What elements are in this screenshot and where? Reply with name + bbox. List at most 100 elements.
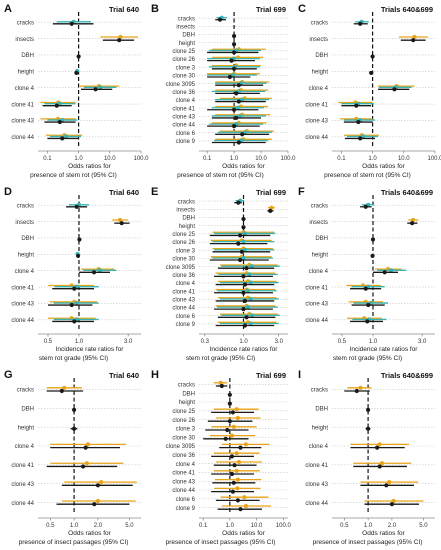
point-estimate bbox=[365, 407, 371, 412]
row-label: insects bbox=[309, 220, 328, 226]
x-axis-label-line1: Odds ratios for bbox=[362, 163, 405, 170]
row-label: cracks bbox=[311, 20, 328, 26]
point-estimate bbox=[240, 132, 245, 137]
x-tick-label: 5.0 bbox=[125, 523, 134, 529]
point-estimate bbox=[365, 319, 370, 324]
point-estimate bbox=[366, 302, 371, 308]
row-label: clone 41 bbox=[172, 471, 195, 477]
x-axis-label-line1: Odds ratios for bbox=[362, 530, 405, 537]
point-estimate bbox=[249, 313, 255, 318]
row-label: clone 26 bbox=[172, 240, 195, 246]
row-label: clone 3095 bbox=[166, 265, 196, 271]
point-estimate bbox=[242, 247, 248, 252]
point-estimate bbox=[236, 459, 242, 465]
point-estimate bbox=[241, 216, 246, 222]
point-estimate bbox=[240, 97, 245, 102]
row-label: clone 25 bbox=[172, 232, 195, 238]
point-estimate bbox=[391, 498, 396, 504]
point-estimate bbox=[237, 113, 242, 119]
point-estimate bbox=[117, 38, 122, 43]
point-estimate bbox=[118, 34, 123, 40]
point-estimate bbox=[387, 480, 392, 485]
point-estimate bbox=[243, 503, 249, 509]
point-estimate bbox=[361, 134, 366, 139]
point-estimate bbox=[231, 124, 237, 129]
point-estimate bbox=[75, 253, 81, 259]
row-label: insects bbox=[309, 37, 328, 43]
point-estimate bbox=[389, 268, 394, 273]
point-estimate bbox=[363, 204, 368, 209]
row-label: clone 44 bbox=[172, 306, 195, 312]
point-estimate bbox=[242, 495, 247, 500]
x-tick-label: 1.0 bbox=[70, 523, 79, 529]
x-tick-label: 3.0 bbox=[275, 339, 284, 345]
x-tick-label: 0.1 bbox=[199, 523, 208, 529]
point-estimate bbox=[241, 274, 246, 279]
point-estimate bbox=[99, 480, 104, 485]
point-estimate bbox=[223, 436, 228, 441]
point-estimate bbox=[76, 54, 81, 59]
panel-title: Trial 640 bbox=[109, 188, 139, 197]
row-label: clone 4 bbox=[15, 444, 35, 450]
point-estimate bbox=[71, 426, 77, 431]
point-estimate bbox=[384, 483, 389, 488]
x-axis-label-line2: presence of insect passages (95% CI) bbox=[166, 539, 276, 546]
x-axis-label-line1: Incidence rate ratios for bbox=[350, 346, 419, 353]
panel-letter: D bbox=[4, 186, 12, 198]
point-estimate bbox=[377, 464, 382, 469]
row-label: clone 44 bbox=[11, 501, 34, 507]
row-label: clone 43 bbox=[172, 115, 195, 121]
row-label: cracks bbox=[311, 388, 328, 394]
row-label: DBH bbox=[182, 391, 195, 397]
row-label: cracks bbox=[17, 388, 34, 394]
panel-title: Trial 699 bbox=[256, 188, 286, 197]
row-label: height bbox=[18, 253, 35, 259]
point-estimate bbox=[268, 208, 273, 213]
point-estimate bbox=[241, 239, 246, 244]
point-estimate bbox=[74, 204, 79, 209]
x-axis-label-line2: stem rot grade (95% CI) bbox=[186, 355, 255, 362]
point-estimate bbox=[95, 483, 101, 488]
row-label: clone 43 bbox=[305, 302, 328, 308]
point-estimate bbox=[247, 272, 252, 277]
panel-h: H Trial 699 cracks DBH height clone 25 clone 2… bbox=[151, 369, 291, 546]
row-label: clone 30 bbox=[172, 257, 195, 263]
point-estimate bbox=[249, 264, 255, 269]
point-estimate bbox=[370, 253, 375, 259]
x-axis-label-line2: presence of stem rot (95% CI) bbox=[177, 172, 264, 179]
point-estimate bbox=[234, 451, 239, 456]
row-label: DBH bbox=[315, 53, 328, 59]
row-label: DBH bbox=[21, 406, 34, 412]
panel-g: G Trial 640 cracks DBH height clone 4 clone 41… bbox=[4, 369, 141, 546]
point-estimate bbox=[230, 72, 235, 78]
x-tick-label: 100.0 bbox=[276, 523, 292, 529]
row-label: clone 41 bbox=[11, 463, 34, 469]
x-tick-label: 100.0 bbox=[133, 156, 149, 162]
panel-letter: C bbox=[298, 3, 306, 15]
point-estimate bbox=[375, 445, 380, 450]
point-estimate bbox=[245, 305, 251, 310]
row-label: clone 6 bbox=[176, 497, 196, 503]
point-estimate bbox=[412, 34, 417, 40]
x-axis-label-line2: presence of insect passages (95% CI) bbox=[19, 539, 129, 546]
row-label: height bbox=[179, 400, 196, 406]
point-estimate bbox=[358, 21, 363, 26]
panel-f: F Trials 640&699 cracks insects DBH height clo… bbox=[298, 186, 435, 362]
row-label: height bbox=[18, 70, 35, 76]
x-axis-label-line1: Odds ratios for bbox=[222, 530, 265, 537]
point-estimate bbox=[234, 115, 239, 121]
point-estimate bbox=[370, 237, 376, 242]
row-label: clone 4 bbox=[309, 86, 329, 92]
point-estimate bbox=[227, 419, 232, 424]
x-axis-label-line2: stem rot grade (95% CI) bbox=[333, 355, 402, 362]
x-tick-label: 10.0 bbox=[255, 156, 267, 162]
panel-e: E Trial 699 cracks insects DBH height clone 25… bbox=[151, 186, 288, 362]
panel-letter: A bbox=[4, 3, 12, 15]
point-estimate bbox=[227, 74, 233, 80]
panel-title: Trial 640 bbox=[109, 371, 139, 380]
row-label: cracks bbox=[178, 383, 195, 389]
point-estimate bbox=[248, 321, 253, 326]
point-estimate bbox=[354, 388, 359, 394]
x-axis-label-line1: Odds ratios for bbox=[222, 163, 265, 170]
